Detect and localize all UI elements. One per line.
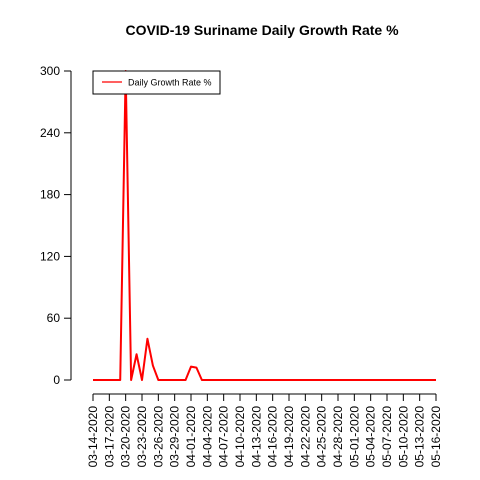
y-tick-label: 60 — [47, 311, 61, 325]
y-axis: 0 60 120 180 240 300 — [40, 64, 72, 387]
x-axis: 03-14-2020 03-17-2020 03-20-2020 03-23-2020… — [86, 393, 443, 468]
x-tick-label: 04-16-2020 — [266, 406, 280, 468]
x-tick-label: 05-10-2020 — [396, 406, 410, 468]
x-tick-label: 03-14-2020 — [86, 406, 100, 468]
x-tick-label: 03-26-2020 — [151, 406, 165, 468]
x-tick-label: 04-19-2020 — [282, 406, 296, 468]
growth-rate-line — [93, 70, 436, 381]
x-tick-label: 04-22-2020 — [298, 406, 312, 468]
y-tick-label: 180 — [40, 188, 60, 202]
x-tick-label: 04-07-2020 — [217, 406, 231, 468]
y-tick-label: 240 — [40, 126, 60, 140]
x-tick-label: 03-17-2020 — [102, 406, 116, 468]
x-tick-label: 05-07-2020 — [380, 406, 394, 468]
x-tick-label: 04-10-2020 — [233, 406, 247, 468]
chart-title: COVID-19 Suriname Daily Growth Rate % — [125, 22, 399, 38]
x-tick-label: 04-04-2020 — [200, 406, 214, 468]
plot-series — [93, 70, 436, 381]
x-tick-label: 04-13-2020 — [249, 406, 263, 468]
y-tick-label: 0 — [53, 373, 60, 387]
x-tick-label: 05-04-2020 — [364, 406, 378, 468]
legend-box — [92, 70, 221, 95]
x-tick-label: 04-25-2020 — [315, 406, 329, 468]
legend-label: Daily Growth Rate % — [128, 78, 212, 88]
x-tick-label: 04-28-2020 — [331, 406, 345, 468]
x-tick-label: 03-29-2020 — [168, 406, 182, 468]
y-tick-label: 300 — [40, 64, 60, 78]
y-tick-label: 120 — [40, 249, 60, 263]
x-tick-label: 05-01-2020 — [347, 406, 361, 468]
legend: Daily Growth Rate % — [92, 70, 221, 95]
x-tick-label: 03-20-2020 — [119, 406, 133, 468]
x-tick-label: 05-16-2020 — [429, 406, 443, 468]
x-tick-label: 04-01-2020 — [184, 406, 198, 468]
x-tick-label: 05-13-2020 — [413, 406, 427, 468]
x-tick-label: 03-23-2020 — [135, 406, 149, 468]
